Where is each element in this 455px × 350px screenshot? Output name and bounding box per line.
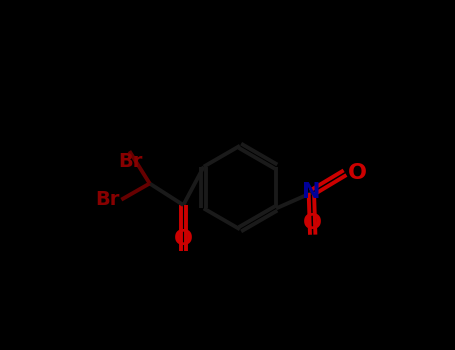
Text: Br: Br <box>118 153 142 172</box>
Text: O: O <box>303 212 322 232</box>
Text: Br: Br <box>96 190 120 209</box>
Text: N: N <box>302 182 321 202</box>
Text: O: O <box>174 229 193 249</box>
Text: O: O <box>348 163 367 183</box>
